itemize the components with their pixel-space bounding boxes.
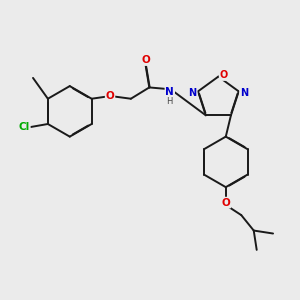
Text: H: H: [167, 97, 173, 106]
Text: O: O: [106, 92, 114, 101]
Text: O: O: [220, 70, 228, 80]
Text: O: O: [141, 55, 150, 65]
Text: N: N: [240, 88, 248, 98]
Text: Cl: Cl: [19, 122, 30, 132]
Text: N: N: [165, 88, 174, 98]
Text: N: N: [189, 88, 197, 98]
Text: O: O: [221, 198, 230, 208]
